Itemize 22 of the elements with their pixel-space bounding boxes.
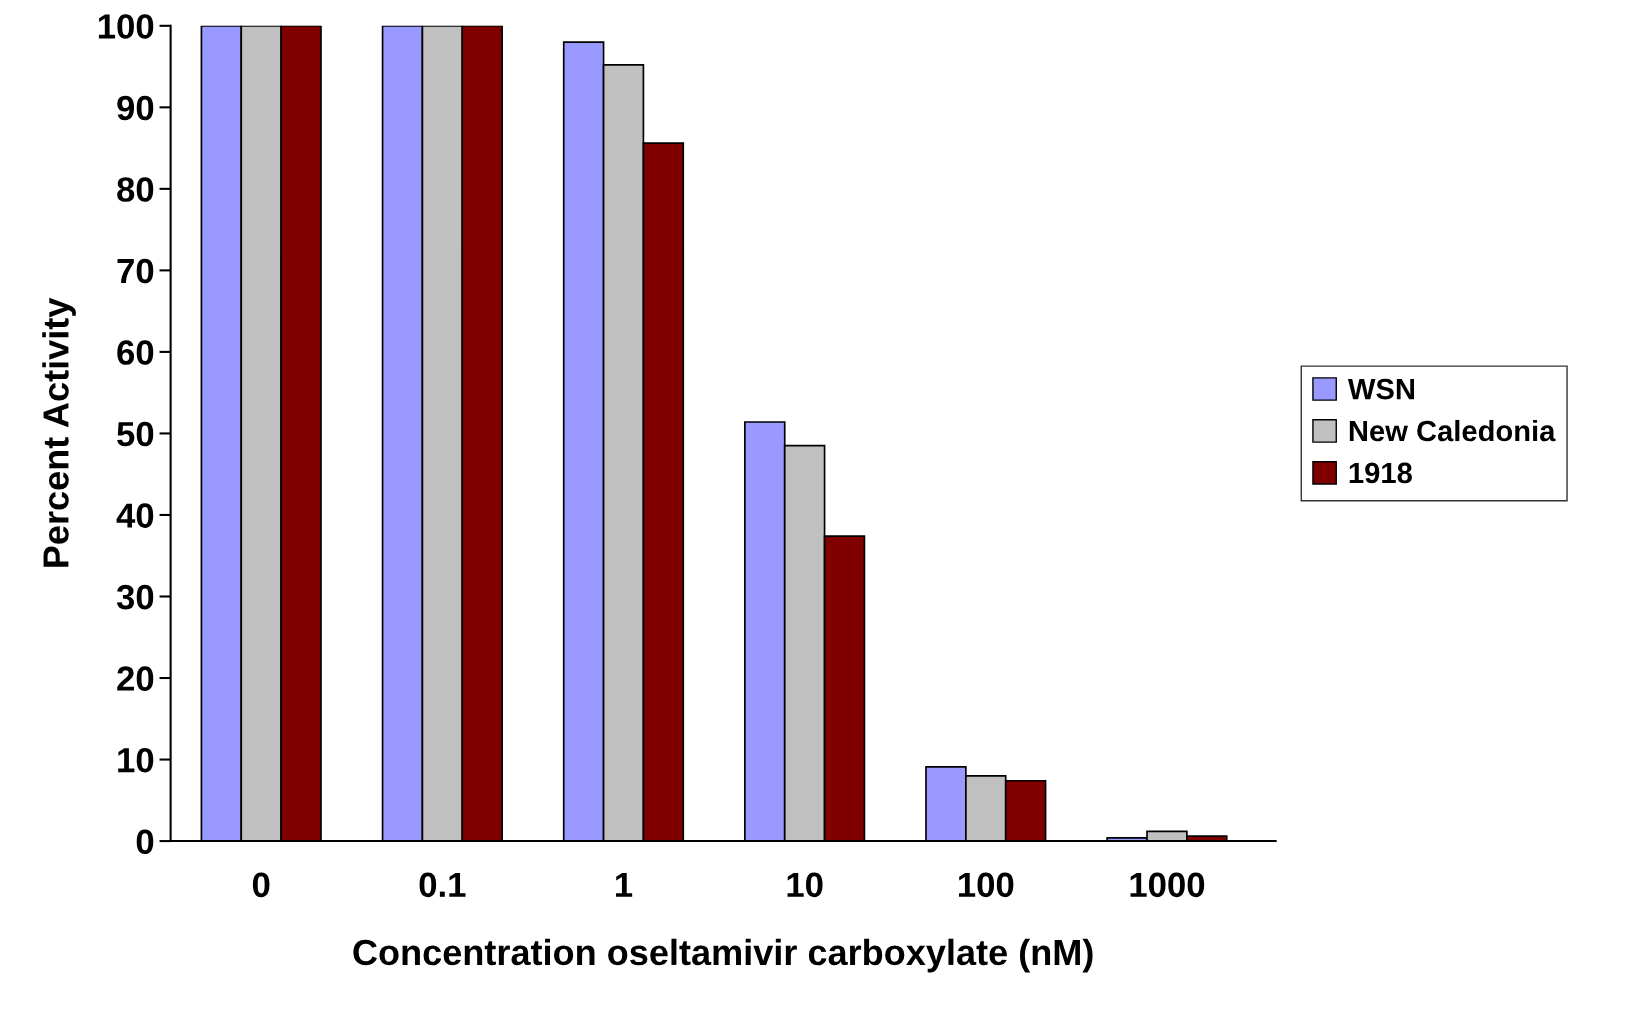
- y-tick-label: 20: [117, 666, 154, 691]
- y-axis-title: Percent Activity: [42, 297, 76, 567]
- y-tick-label: 40: [116, 503, 154, 528]
- y-tick-label: 100: [98, 14, 154, 39]
- x-tick-label: 10: [787, 872, 823, 898]
- y-tick-label: 60: [117, 340, 154, 365]
- x-tick-label: 0.1: [419, 872, 466, 898]
- x-tick-label: 100: [959, 872, 1014, 898]
- y-tick-label: 0: [136, 829, 154, 854]
- legend-label: WSN: [1347, 378, 1415, 400]
- legend-label: New Caledonia: [1349, 419, 1556, 442]
- y-tick-label: 50: [117, 421, 154, 447]
- y-tick-label: 80: [117, 177, 154, 202]
- x-tick-label: 1: [616, 872, 633, 897]
- x-tick-label: 1000: [1130, 872, 1205, 898]
- y-tick-label: 10: [118, 747, 154, 773]
- legend-label: 1918: [1349, 462, 1412, 484]
- x-tick-label: 0: [252, 872, 270, 898]
- y-tick-label: 30: [116, 584, 154, 610]
- x-axis-title: Concentration oseltamivir carboxylate (nM): [353, 938, 1093, 973]
- y-tick-label: 70: [117, 258, 154, 284]
- y-tick-label: 90: [117, 95, 154, 121]
